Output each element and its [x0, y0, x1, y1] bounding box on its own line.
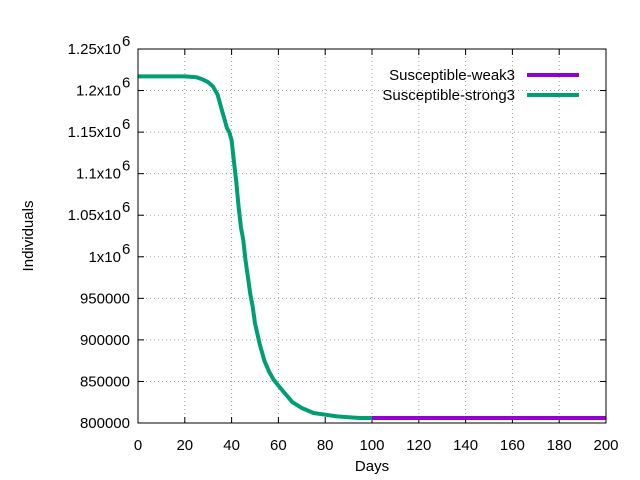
- y-tick-exponent: 6: [122, 75, 130, 92]
- y-tick-exponent: 6: [122, 158, 130, 175]
- x-tick-label: 100: [359, 437, 384, 454]
- y-tick-label: 950000: [80, 290, 130, 307]
- y-tick-label: 800000: [80, 415, 130, 432]
- x-tick-label: 140: [453, 437, 478, 454]
- y-tick-exponent: 6: [122, 241, 130, 258]
- y-tick-exponent: 6: [122, 199, 130, 216]
- y-tick-label: 1.2x10: [76, 83, 121, 100]
- legend-label-1: Susceptible-strong3: [382, 87, 515, 104]
- y-tick-exponent: 6: [122, 33, 130, 50]
- x-tick-label: 0: [134, 437, 142, 454]
- y-tick-label: 1.05x10: [68, 207, 121, 224]
- x-tick-label: 200: [593, 437, 618, 454]
- x-tick-label: 60: [270, 437, 287, 454]
- x-tick-label: 160: [500, 437, 525, 454]
- x-tick-label: 80: [317, 437, 334, 454]
- legend-label-0: Susceptible-weak3: [389, 67, 515, 84]
- series-layer: [138, 74, 606, 420]
- x-tick-label: 120: [406, 437, 431, 454]
- series-line-1: [138, 74, 372, 420]
- x-tick-labels: 0 20 40 60 80 100 120 140 160 180 200: [134, 437, 619, 454]
- x-tick-label: 20: [176, 437, 193, 454]
- y-tick-label: 1.15x10: [68, 124, 121, 141]
- x-axis-label: Days: [355, 458, 389, 475]
- x-tick-label: 40: [223, 437, 240, 454]
- y-tick-label: 1.1x10: [76, 166, 121, 183]
- y-axis-label: Individuals: [20, 201, 37, 272]
- y-tick-label: 1.25x10: [68, 41, 121, 58]
- y-tick-exponent: 6: [122, 116, 130, 133]
- grid: [138, 49, 606, 423]
- y-tick-label: 900000: [80, 332, 130, 349]
- plot-frame: [137, 48, 607, 424]
- y-tick-label: 1x10: [88, 249, 121, 266]
- y-tick-label: 850000: [80, 373, 130, 390]
- x-tick-label: 180: [547, 437, 572, 454]
- legend: Susceptible-weak3 Susceptible-strong3: [382, 67, 579, 104]
